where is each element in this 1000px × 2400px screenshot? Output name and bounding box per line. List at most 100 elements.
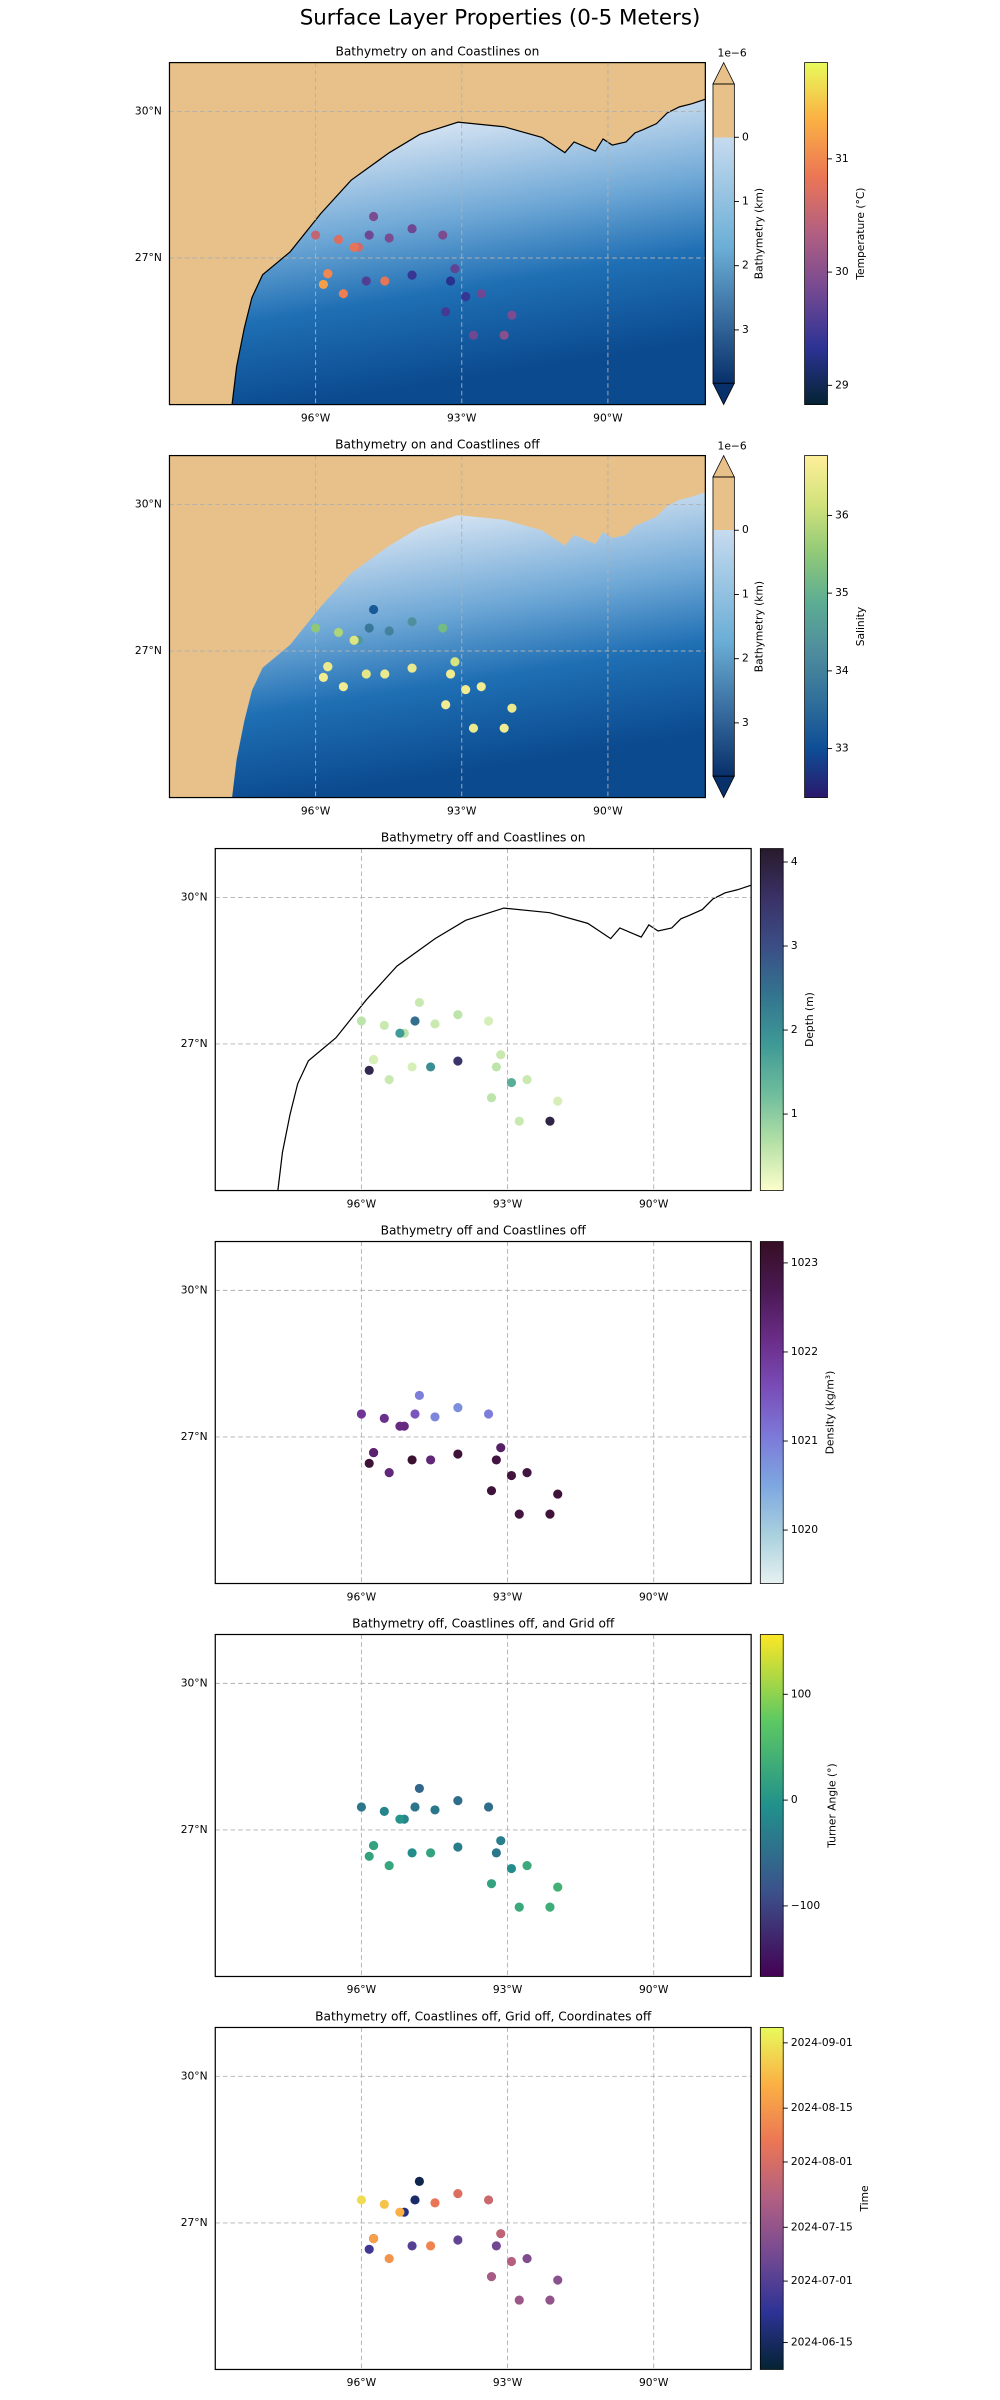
panel-title: Bathymetry off and Coastlines on	[381, 830, 586, 844]
colorbar-tick-label: 1	[791, 1107, 798, 1120]
track-point	[506, 1470, 517, 1481]
colorbar-tick-label: −100	[791, 1899, 821, 1912]
colorbar-extend	[712, 61, 735, 85]
track-point	[384, 2253, 394, 2264]
track-point	[453, 1842, 463, 1852]
track-point	[545, 2295, 555, 2305]
track-point	[410, 1802, 420, 1812]
colorbar-tick-label: 31	[835, 152, 849, 165]
colorbar-tick-label: 3	[742, 323, 749, 336]
map-frame	[168, 61, 706, 406]
track-point	[522, 1468, 532, 1478]
track-point	[453, 1449, 463, 1459]
track-point	[407, 1062, 417, 1072]
colorbar-tick-label: 3	[742, 716, 749, 729]
y-tick-label: 30°N	[135, 497, 162, 510]
bathymetry-colorbar	[712, 476, 735, 777]
x-tick-label: 93°W	[447, 804, 477, 817]
map-frame	[214, 1633, 752, 1978]
track-point	[486, 2272, 497, 2282]
track-point	[379, 2199, 389, 2209]
track-point	[410, 1016, 420, 1026]
track-point	[453, 1796, 463, 1806]
track-point	[483, 1409, 494, 1419]
track-point	[414, 997, 424, 1008]
colorbar-tick-label: 1	[742, 587, 749, 600]
map-panel	[215, 848, 752, 1191]
colorbar	[759, 848, 784, 1191]
colorbar-tick-label: 33	[835, 742, 849, 755]
bathymetry-colorbar	[712, 83, 735, 384]
track-point	[311, 623, 321, 633]
figure-title: Surface Layer Properties (0-5 Meters)	[300, 5, 701, 30]
track-point	[483, 2195, 494, 2205]
y-tick-label: 30°N	[135, 104, 162, 117]
track-point	[453, 2235, 463, 2245]
panel-title: Bathymetry on and Coastlines on	[335, 44, 539, 58]
track-point	[545, 1902, 555, 1912]
track-point	[407, 270, 417, 280]
track-point	[522, 2253, 532, 2264]
x-tick-label: 96°W	[347, 1197, 377, 1210]
colorbar-tick-label: 2024-09-01	[791, 2036, 853, 2049]
colorbar-tick-label: 3	[791, 939, 798, 952]
colorbar-tick-label: 2024-07-15	[791, 2220, 853, 2233]
y-tick-label: 30°N	[181, 2069, 208, 2082]
track-point	[361, 276, 371, 286]
track-point	[496, 2229, 506, 2239]
colorbar	[804, 455, 828, 798]
colorbar-extend	[712, 454, 735, 478]
colorbar-label: Salinity	[854, 607, 867, 646]
colorbar-tick-label: 1020	[791, 1523, 818, 1536]
map-frame	[214, 1240, 752, 1585]
track-point	[379, 1806, 389, 1816]
y-tick-label: 27°N	[181, 1823, 208, 1836]
track-point	[483, 1802, 494, 1812]
track-point	[426, 1062, 436, 1072]
track-point	[461, 685, 471, 695]
track-point	[430, 1019, 440, 1029]
track-point	[545, 1509, 555, 1519]
track-point	[338, 289, 348, 299]
track-point	[395, 1421, 405, 1431]
track-point	[407, 1848, 417, 1858]
map-frame	[214, 847, 752, 1192]
x-tick-label: 90°W	[593, 411, 623, 424]
track-point	[407, 617, 417, 627]
colorbar-tick-label: 100	[791, 1687, 812, 1700]
x-tick-label: 93°W	[447, 411, 477, 424]
x-tick-label: 90°W	[639, 1983, 669, 1996]
x-tick-label: 96°W	[301, 411, 331, 424]
track-point	[318, 279, 328, 289]
colorbar-offset-label: 1e−6	[718, 439, 747, 452]
map-panel	[215, 1241, 752, 1584]
track-point	[356, 2195, 366, 2205]
track-point	[522, 1075, 532, 1085]
track-point	[356, 1016, 366, 1026]
colorbar-tick-label: 1021	[791, 1434, 818, 1447]
map-frame	[214, 2026, 752, 2371]
track-point	[364, 1065, 374, 1075]
track-point	[384, 626, 394, 636]
panel-title: Bathymetry off, Coastlines off, and Grid…	[352, 1616, 615, 1630]
track-point	[414, 1390, 424, 1400]
track-point	[430, 1412, 440, 1422]
track-point	[379, 1413, 389, 1423]
track-point	[361, 669, 371, 679]
track-point	[499, 723, 509, 733]
track-point	[356, 1802, 366, 1812]
colorbar-frame	[712, 476, 735, 777]
x-tick-label: 96°W	[347, 1983, 377, 1996]
track-point	[506, 2256, 517, 2267]
track-point	[384, 233, 394, 243]
panel-title: Bathymetry off, Coastlines off, Grid off…	[315, 2009, 652, 2023]
colorbar-tick-label: 1022	[791, 1345, 818, 1358]
track-point	[333, 627, 344, 638]
track-point	[438, 230, 448, 240]
track-point	[496, 1050, 506, 1060]
map-panel	[169, 62, 706, 405]
panel-title: Bathymetry on and Coastlines off	[335, 437, 540, 451]
track-point	[318, 672, 328, 682]
track-point	[486, 1486, 497, 1496]
